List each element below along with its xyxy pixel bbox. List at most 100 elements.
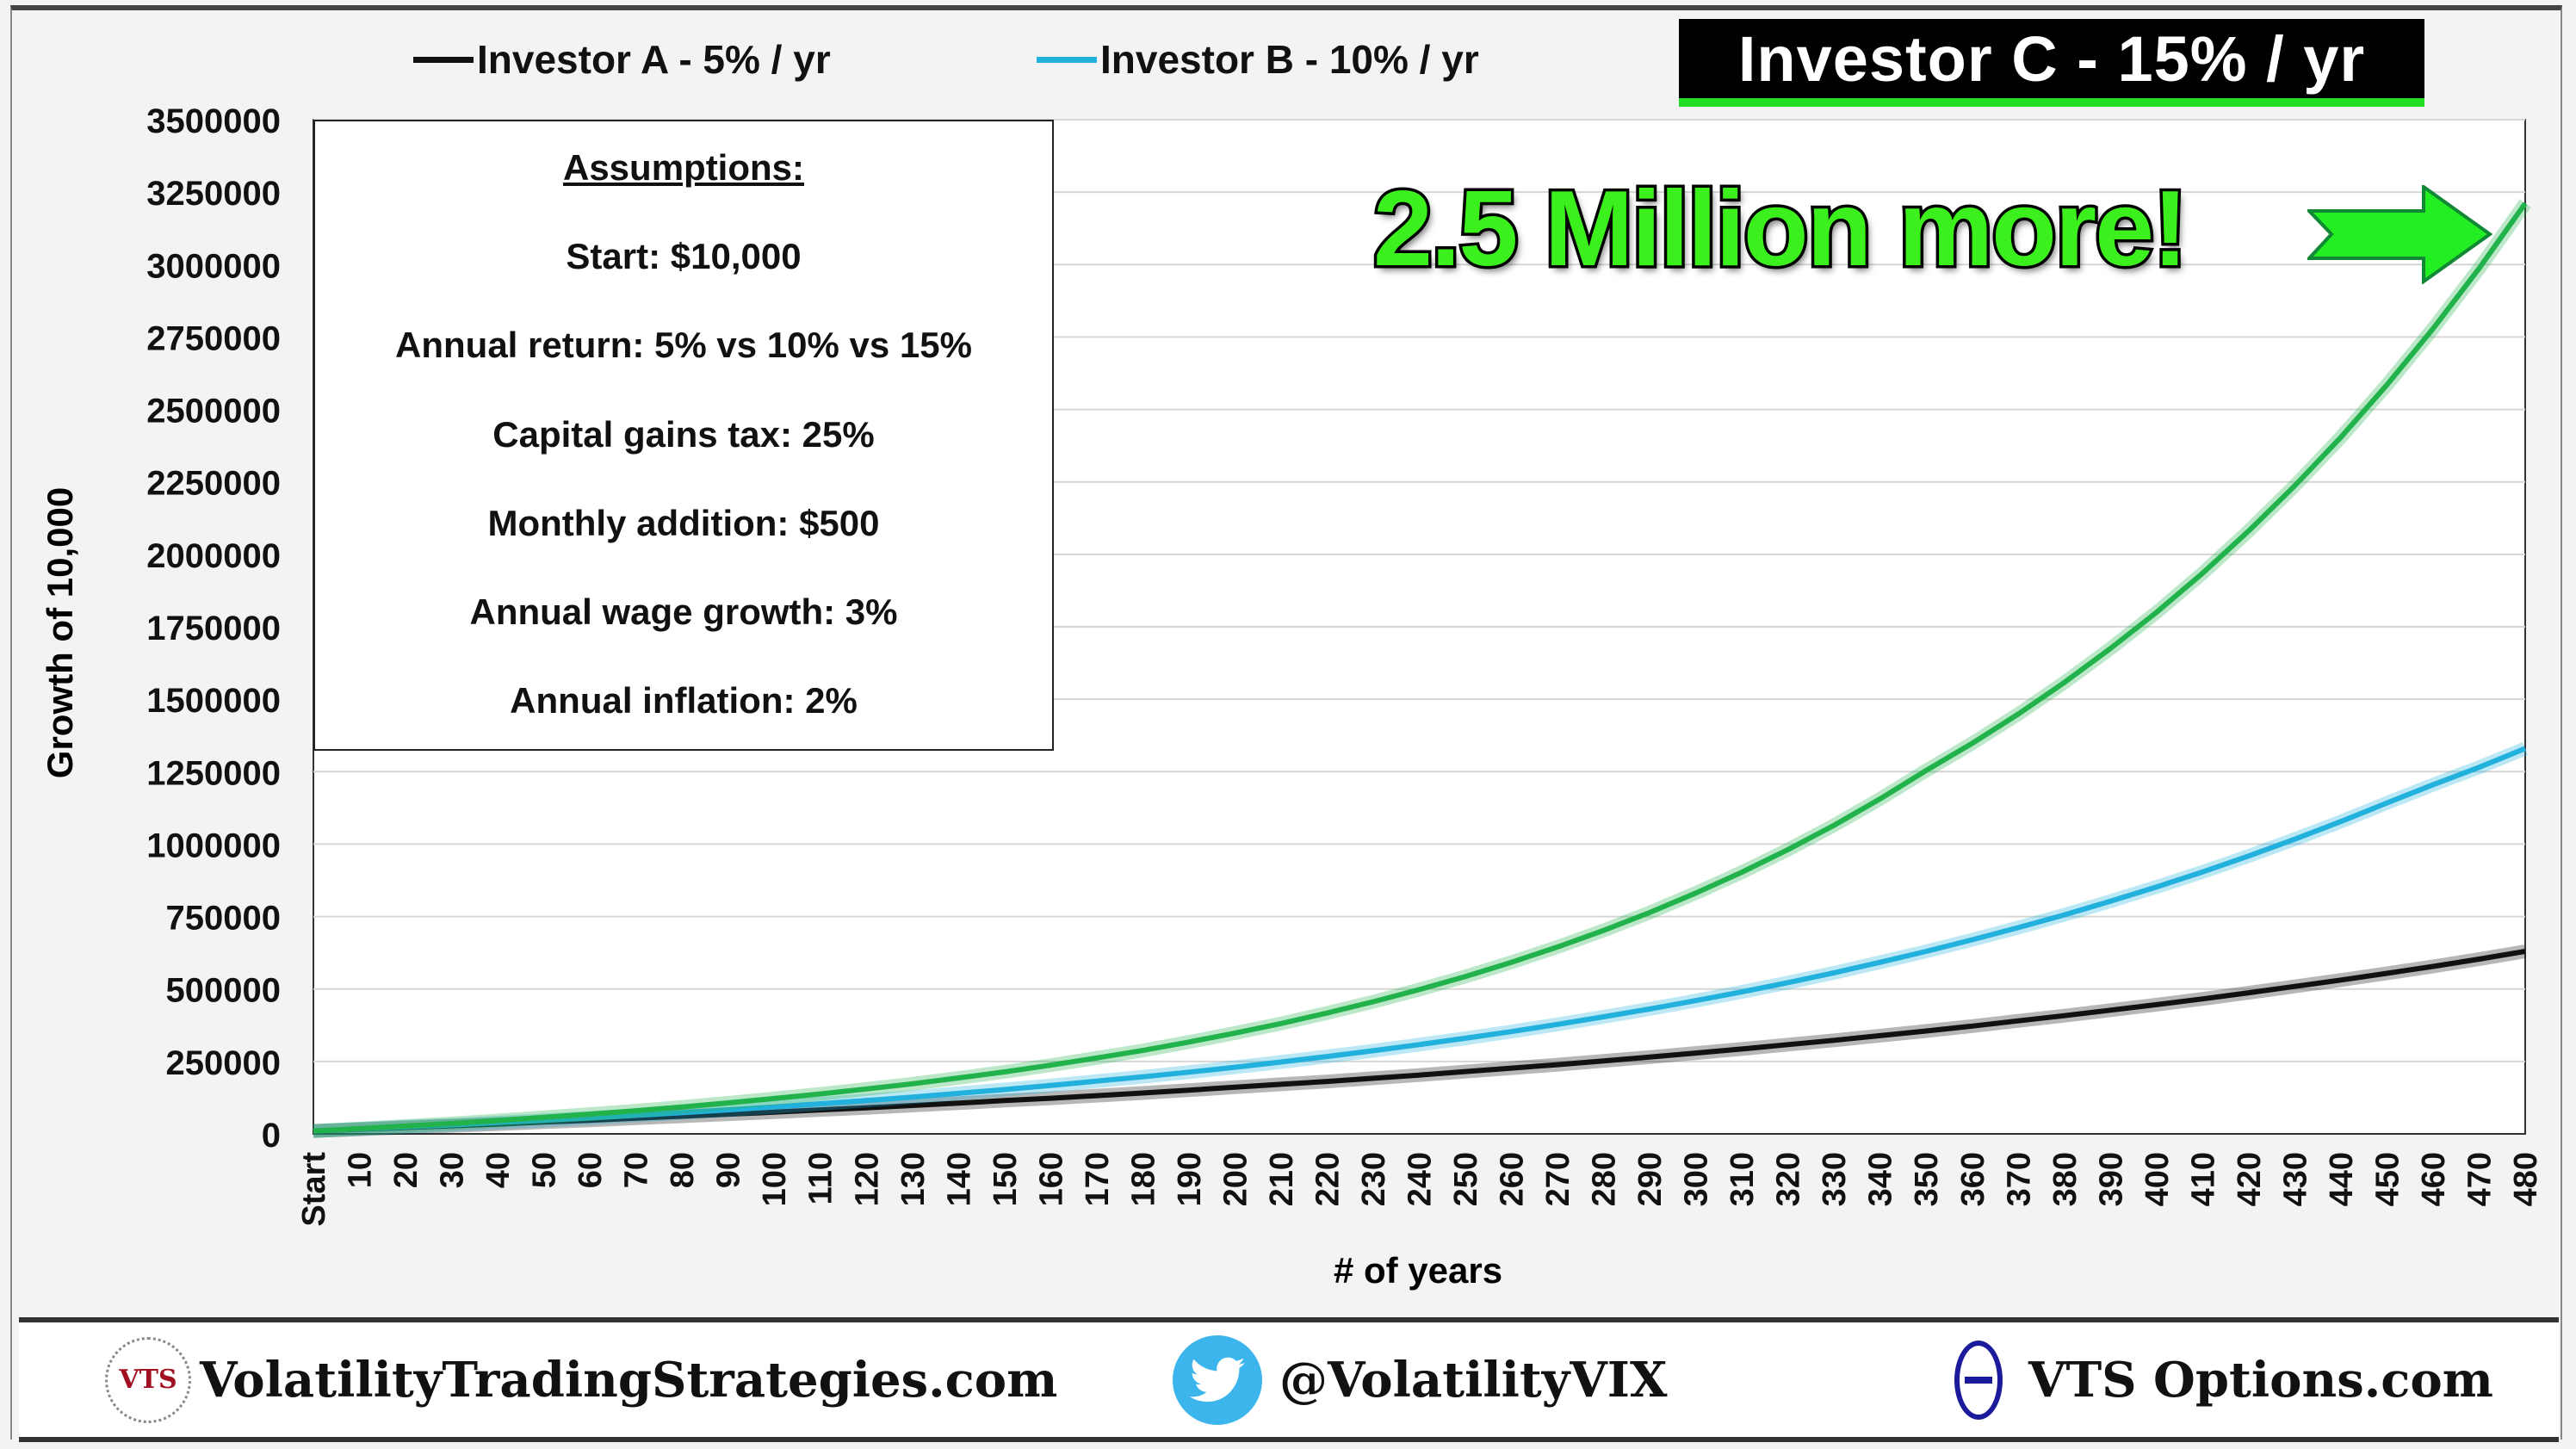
x-tick-label: 230 bbox=[1356, 1152, 1392, 1206]
footer-options-text: VTS Options.com bbox=[2028, 1351, 2493, 1409]
x-tick-label: 90 bbox=[711, 1152, 747, 1188]
chart-frame bbox=[10, 5, 2562, 1440]
theta-logo-icon bbox=[1954, 1340, 2003, 1420]
y-tick-label: 1250000 bbox=[146, 754, 281, 792]
y-tick-label: 3000000 bbox=[146, 247, 281, 285]
x-tick-label: 470 bbox=[2461, 1152, 2498, 1206]
x-tick-label: 300 bbox=[1679, 1152, 1715, 1206]
legend-investor-b: Investor B - 10% / yr bbox=[1037, 36, 1479, 83]
x-tick-label: 450 bbox=[2369, 1152, 2406, 1206]
assumption-item: Annual return: 5% vs 10% vs 15% bbox=[395, 325, 972, 365]
y-tick-label: 2500000 bbox=[146, 393, 281, 430]
y-tick-label: 0 bbox=[262, 1117, 281, 1155]
x-tick-label: 180 bbox=[1125, 1152, 1161, 1206]
x-tick-label: 480 bbox=[2508, 1152, 2544, 1206]
y-tick-label: 3250000 bbox=[146, 175, 281, 213]
x-tick-label: 160 bbox=[1033, 1152, 1069, 1206]
x-tick-label: 50 bbox=[527, 1152, 563, 1188]
x-tick-label: 370 bbox=[2001, 1152, 2037, 1206]
x-tick-label: 390 bbox=[2093, 1152, 2129, 1206]
x-tick-label: 460 bbox=[2416, 1152, 2452, 1206]
x-tick-label: 430 bbox=[2277, 1152, 2313, 1206]
y-tick-label: 250000 bbox=[166, 1044, 281, 1082]
x-tick-label: 40 bbox=[480, 1152, 517, 1188]
green-arrow-icon bbox=[2307, 185, 2492, 284]
x-tick-label: 80 bbox=[665, 1152, 701, 1188]
x-tick-label: 250 bbox=[1448, 1152, 1484, 1206]
x-tick-label: 100 bbox=[757, 1152, 793, 1206]
legend-swatch-b bbox=[1037, 56, 1097, 63]
legend-swatch-a bbox=[413, 56, 474, 63]
series-line-a bbox=[313, 949, 2526, 1134]
series-line-b bbox=[313, 746, 2527, 1134]
x-tick-label: 420 bbox=[2232, 1152, 2268, 1206]
x-tick-label: 10 bbox=[343, 1152, 379, 1188]
x-tick-label: 20 bbox=[388, 1152, 424, 1188]
y-tick-labels: 0 250000 500000 750000 1000000 1250000 1500000… bbox=[146, 102, 281, 1155]
assumption-item: Start: $10,000 bbox=[566, 236, 802, 276]
y-tick-label: 2000000 bbox=[146, 537, 281, 575]
callout-annotation: 2.5 Million more! bbox=[1370, 167, 2190, 292]
series-line-c bbox=[313, 201, 2528, 1134]
y-axis-title: Growth of 10,000 bbox=[40, 486, 80, 779]
footer-options-link[interactable]: VTS Options.com bbox=[1954, 1322, 2493, 1437]
x-tick-label: 270 bbox=[1540, 1152, 1576, 1206]
y-tick-label: 1000000 bbox=[146, 827, 281, 864]
x-tick-labels: Start 10 20 30 40 50 60 70 80 90 100 110 120 130 140 15… bbox=[296, 1152, 2544, 1227]
x-tick-label: 200 bbox=[1217, 1152, 1254, 1206]
assumptions-box: Assumptions: Start: $10,000 Annual retur… bbox=[313, 120, 1054, 751]
legend-label-b: Investor B - 10% / yr bbox=[1100, 37, 1479, 82]
x-tick-label: 130 bbox=[895, 1152, 932, 1206]
x-tick-label: 210 bbox=[1264, 1152, 1300, 1206]
legend-investor-c: Investor C - 15% / yr bbox=[1679, 19, 2424, 107]
y-tick-label: 3500000 bbox=[146, 102, 281, 140]
series-lines bbox=[313, 199, 2531, 1138]
x-tick-label: 240 bbox=[1403, 1152, 1439, 1206]
x-tick-label: 360 bbox=[1955, 1152, 1991, 1206]
x-tick-label: 120 bbox=[849, 1152, 885, 1206]
y-tick-label: 1500000 bbox=[146, 682, 281, 720]
x-tick-label: 350 bbox=[1909, 1152, 1945, 1206]
footer-twitter-text: @VolatilityVIX bbox=[1279, 1351, 1668, 1409]
x-tick-label: 400 bbox=[2139, 1152, 2176, 1206]
x-tick-label: 260 bbox=[1495, 1152, 1531, 1206]
legend-label-a: Investor A - 5% / yr bbox=[477, 37, 831, 82]
y-tick-label: 750000 bbox=[166, 900, 281, 938]
x-axis-title: # of years bbox=[1333, 1250, 1503, 1291]
twitter-icon bbox=[1173, 1334, 1262, 1425]
footer-twitter-link[interactable]: @VolatilityVIX bbox=[1173, 1322, 1667, 1437]
x-tick-label: 290 bbox=[1632, 1152, 1669, 1206]
x-tick-label: 220 bbox=[1310, 1152, 1346, 1206]
vts-logo-icon: VTS bbox=[105, 1336, 191, 1423]
x-tick-label: 330 bbox=[1817, 1152, 1853, 1206]
x-tick-label: 60 bbox=[573, 1152, 609, 1188]
assumption-item: Capital gains tax: 25% bbox=[492, 414, 875, 455]
x-tick-label: 410 bbox=[2185, 1152, 2221, 1206]
footer-banner: VTS VolatilityTradingStrategies.com @Vol… bbox=[19, 1317, 2559, 1442]
x-tick-label: 170 bbox=[1080, 1152, 1116, 1206]
footer-site-link[interactable]: VTS VolatilityTradingStrategies.com bbox=[105, 1322, 1057, 1437]
legend-investor-a: Investor A - 5% / yr bbox=[413, 36, 831, 83]
assumption-item: Monthly addition: $500 bbox=[487, 503, 880, 543]
x-tick-label: 310 bbox=[1725, 1152, 1761, 1206]
footer-site-text: VolatilityTradingStrategies.com bbox=[200, 1351, 1058, 1409]
x-tick-label: 150 bbox=[988, 1152, 1024, 1206]
x-tick-label: Start bbox=[296, 1152, 332, 1227]
x-tick-label: 340 bbox=[1863, 1152, 1899, 1206]
assumptions-heading: Assumptions: bbox=[562, 147, 804, 188]
x-tick-label: 70 bbox=[619, 1152, 655, 1188]
x-tick-label: 190 bbox=[1172, 1152, 1208, 1206]
y-tick-label: 2750000 bbox=[146, 319, 281, 357]
x-tick-label: 380 bbox=[2047, 1152, 2084, 1206]
assumption-item: Annual inflation: 2% bbox=[510, 680, 858, 721]
assumption-item: Annual wage growth: 3% bbox=[469, 591, 898, 632]
y-tick-label: 2250000 bbox=[146, 465, 281, 503]
x-tick-label: 110 bbox=[803, 1152, 839, 1204]
x-tick-label: 280 bbox=[1587, 1152, 1623, 1206]
x-tick-label: 140 bbox=[941, 1152, 977, 1206]
y-tick-label: 500000 bbox=[166, 972, 281, 1010]
x-tick-label: 320 bbox=[1771, 1152, 1807, 1206]
y-tick-label: 1750000 bbox=[146, 610, 281, 647]
x-tick-label: 30 bbox=[435, 1152, 471, 1188]
x-tick-label: 440 bbox=[2324, 1152, 2360, 1206]
